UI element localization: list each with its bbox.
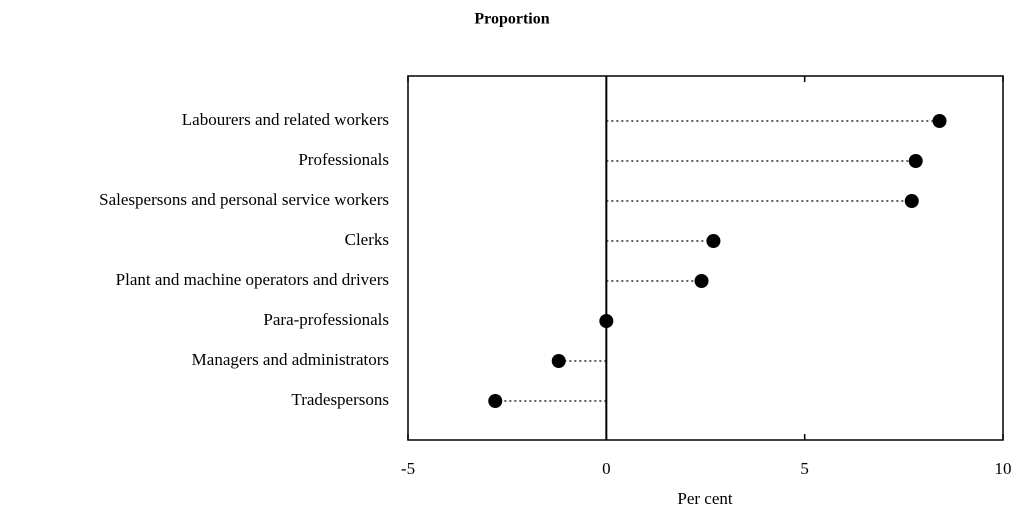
dot: [932, 114, 947, 128]
y-tick-label: Salespersons and personal service worker…: [99, 190, 389, 209]
y-tick-label: Managers and administrators: [192, 350, 389, 369]
y-tick-label: Professionals: [298, 150, 389, 169]
x-tick-label: 5: [800, 459, 809, 478]
dot: [706, 234, 721, 248]
dot: [551, 354, 566, 368]
x-tick-label: 10: [995, 459, 1012, 478]
y-tick-label: Clerks: [345, 230, 389, 249]
dot: [488, 394, 503, 408]
y-tick-label: Tradespersons: [291, 390, 389, 409]
y-tick-label: Plant and machine operators and drivers: [116, 270, 389, 289]
x-tick-label: 0: [602, 459, 611, 478]
plot-frame: [407, 75, 1004, 441]
dot: [694, 274, 709, 288]
dot: [599, 314, 614, 328]
y-tick-label: Labourers and related workers: [182, 110, 389, 129]
x-axis-label: Per cent: [677, 489, 733, 508]
chart-title: Proportion: [474, 11, 549, 28]
y-tick-label: Para-professionals: [263, 310, 389, 329]
dot: [908, 154, 923, 168]
dot: [904, 194, 919, 208]
x-tick-label: -5: [401, 459, 415, 478]
